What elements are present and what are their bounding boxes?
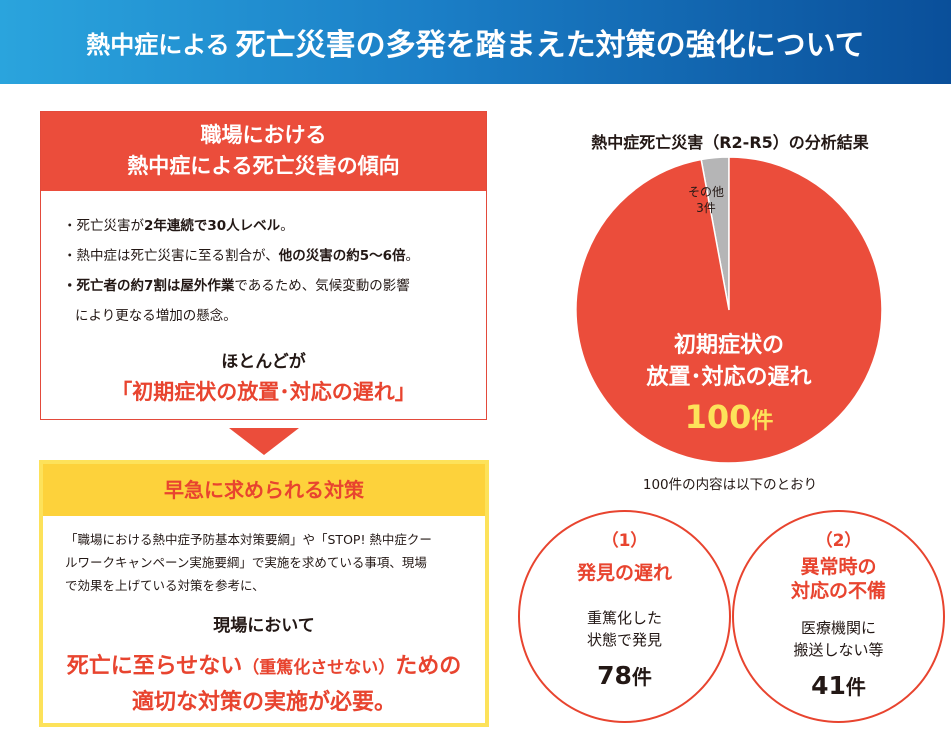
- conclusion-text: 適切な対策の実施が必要。: [131, 690, 396, 715]
- prevent-death-text: 死亡に至らせない（重篤化させない）ための: [43, 648, 485, 680]
- bullet-1-bold: 2年連続で30人レベル: [144, 218, 281, 234]
- prevent-death-main: 死亡に至らせない: [66, 654, 243, 679]
- breakdown-2-title-line2: 対応の不備: [790, 580, 886, 602]
- breakdown-1-title: 発見の遅れ: [576, 562, 672, 584]
- breakdown-2-count: 41件: [734, 671, 943, 700]
- pie-main-label: 初期症状の 放置･対応の遅れ: [574, 330, 884, 394]
- breakdown-2-desc-line2: 搬送しない等: [793, 641, 884, 659]
- trend-title-line1: 職場における: [200, 123, 327, 147]
- breakdown-1-count-num: 78: [597, 661, 632, 690]
- bullet-3: ・死亡者の約7割は屋外作業であるため、気候変動の影響: [63, 271, 486, 301]
- pie-chart-svg: [575, 156, 883, 464]
- header-title-small: 熱中症による: [86, 30, 230, 59]
- bullet-2-text: ・熱中症は死亡災害に至る割合が、: [63, 248, 279, 264]
- bullet-2-bold: 他の災害の約5～6倍: [278, 248, 406, 264]
- breakdown-1-desc-line1: 重篤化した: [586, 609, 662, 627]
- pie-main-count-num: 100: [684, 398, 752, 436]
- breakdown-note: 100件の内容は以下のとおり: [642, 477, 818, 493]
- breakdown-circle-1: （1） 発見の遅れ 重篤化した 状態で発見 78件: [518, 510, 731, 723]
- measures-body: 「職場における熱中症予防基本対策要綱」や「STOP! 熱中症クー ルワークキャン…: [43, 516, 485, 597]
- measures-body-line1: 「職場における熱中症予防基本対策要綱」や「STOP! 熱中症クー: [65, 532, 432, 547]
- trend-card: 職場における 熱中症による死亡災害の傾向 ・死亡災害が2年連続で30人レベル。 …: [40, 111, 487, 420]
- measures-card-header: 早急に求められる対策: [43, 464, 485, 516]
- genba-text: 現場において: [213, 616, 315, 636]
- header-title-large: 死亡災害の多発を踏まえた対策の強化について: [235, 28, 865, 63]
- breakdown-1-desc: 重篤化した 状態で発見: [520, 607, 729, 651]
- measures-body-line2: ルワークキャンペーン実施要綱」で実施を求めている事項、現場: [65, 555, 427, 570]
- bullet-1: ・死亡災害が2年連続で30人レベル。: [63, 211, 486, 241]
- breakdown-2-title-line1: 異常時の: [800, 556, 877, 578]
- bullet-1-end: 。: [280, 218, 294, 234]
- breakdown-1-count-unit: 件: [631, 665, 652, 689]
- pie-main-label-line1: 初期症状の: [673, 333, 784, 358]
- pie-other-count: 3件: [696, 201, 716, 215]
- bullet-3-text: であるため、気候変動の影響: [234, 278, 410, 294]
- pie-main-count: 100件: [574, 398, 884, 436]
- analysis-title: 熱中症死亡災害（R2-R5）の分析結果: [591, 133, 869, 152]
- delay-highlight: 「初期症状の放置･対応の遅れ」: [111, 380, 416, 404]
- prevent-death-end: ための: [395, 654, 462, 679]
- trend-card-header: 職場における 熱中症による死亡災害の傾向: [41, 112, 486, 191]
- mostly-text: ほとんどが: [221, 352, 306, 372]
- breakdown-1-number: （1）: [601, 531, 648, 551]
- bullet-1-text: ・死亡災害が: [63, 218, 144, 234]
- breakdown-2-number: （2）: [815, 531, 862, 551]
- pie-other-label: その他 3件: [676, 184, 736, 216]
- down-arrow-icon: [229, 428, 299, 455]
- breakdown-circle-2: （2） 異常時の 対応の不備 医療機関に 搬送しない等 41件: [732, 510, 945, 723]
- breakdown-1-count: 78件: [520, 661, 729, 690]
- bullet-2: ・熱中症は死亡災害に至る割合が、他の災害の約5～6倍。: [63, 241, 486, 271]
- measures-body-line3: で効果を上げている対策を参考に、: [65, 578, 265, 593]
- measures-card: 早急に求められる対策 「職場における熱中症予防基本対策要綱」や「STOP! 熱中…: [39, 460, 489, 727]
- pie-main-count-unit: 件: [751, 409, 774, 434]
- breakdown-2-count-num: 41: [811, 671, 846, 700]
- pie-chart: [574, 155, 884, 465]
- breakdown-2-desc-line1: 医療機関に: [800, 619, 876, 637]
- breakdown-2-count-unit: 件: [845, 675, 866, 699]
- prevent-death-paren: （重篤化させない）: [242, 658, 396, 678]
- breakdown-2-desc: 医療機関に 搬送しない等: [734, 617, 943, 661]
- breakdown-2-title: 異常時の 対応の不備: [734, 555, 943, 603]
- header-banner: 熱中症による 死亡災害の多発を踏まえた対策の強化について: [0, 0, 951, 84]
- bullet-3-continuation: により更なる増加の懸念。: [75, 308, 237, 324]
- breakdown-1-desc-line2: 状態で発見: [586, 631, 662, 649]
- bullet-3-bold: ・死亡者の約7割は屋外作業: [63, 278, 235, 294]
- bullet-2-end: 。: [405, 248, 420, 264]
- trend-title-line2: 熱中症による死亡災害の傾向: [127, 154, 400, 178]
- pie-slice-main: [575, 156, 883, 464]
- pie-main-label-line2: 放置･対応の遅れ: [646, 365, 812, 390]
- pie-other-name: その他: [687, 185, 724, 199]
- trend-bullets: ・死亡災害が2年連続で30人レベル。 ・熱中症は死亡災害に至る割合が、他の災害の…: [41, 191, 486, 331]
